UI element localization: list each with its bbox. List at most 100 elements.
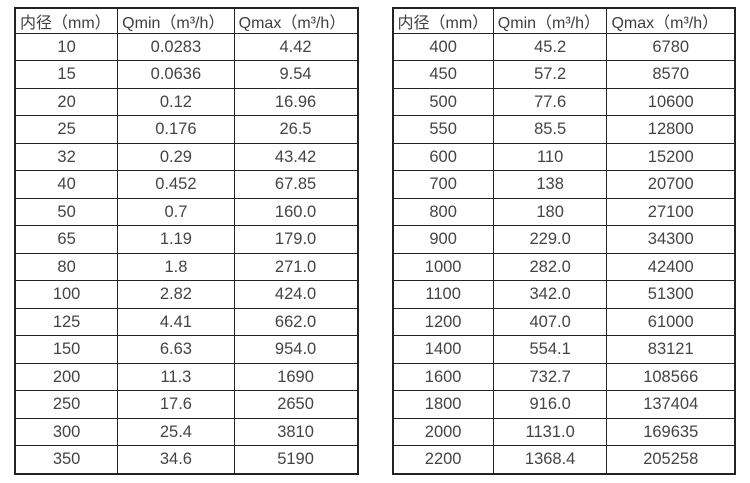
table-cell: 1000 <box>392 252 494 282</box>
table-cell: 9.54 <box>233 60 359 89</box>
table-row: 80 1.8 271.0 <box>14 252 359 282</box>
table-row: 100 2.82 424.0 <box>14 280 359 309</box>
header-inner-diameter: 内径（mm） <box>392 7 494 34</box>
header-qmax: Qmax（m³/h） <box>233 7 359 34</box>
table-cell: 83121 <box>606 335 736 364</box>
table-cell: 10600 <box>606 87 736 117</box>
table-row: 500 77.6 10600 <box>392 87 736 117</box>
table-row: 65 1.19 179.0 <box>14 225 359 254</box>
table-cell: 8570 <box>606 60 736 89</box>
table-cell: 407.0 <box>492 307 608 337</box>
table-cell: 61000 <box>606 307 736 337</box>
table-cell: 100 <box>14 280 119 309</box>
table-cell: 2200 <box>392 445 494 475</box>
table-cell: 137404 <box>606 390 736 419</box>
table-cell: 282.0 <box>492 252 608 282</box>
table-cell: 0.452 <box>117 170 235 199</box>
table-cell: 0.7 <box>117 197 235 227</box>
table-cell: 662.0 <box>233 307 359 337</box>
table-cell: 80 <box>14 252 119 282</box>
table-cell: 1690 <box>233 362 359 392</box>
table-cell: 1100 <box>392 280 494 309</box>
header-qmin: Qmin（m³/h） <box>492 7 608 34</box>
table-cell: 17.6 <box>117 390 235 419</box>
table-cell: 205258 <box>606 445 736 475</box>
table-row: 2200 1368.4 205258 <box>392 445 736 475</box>
table-row: 800 180 27100 <box>392 197 736 227</box>
table-cell: 42400 <box>606 252 736 282</box>
table-cell: 424.0 <box>233 280 359 309</box>
table-row: 1800 916.0 137404 <box>392 390 736 419</box>
table-cell: 1800 <box>392 390 494 419</box>
table-cell: 77.6 <box>492 87 608 117</box>
table-row: 250 17.6 2650 <box>14 390 359 419</box>
table-row: 600 110 15200 <box>392 142 736 172</box>
table-row: 450 57.2 8570 <box>392 60 736 89</box>
table-cell: 179.0 <box>233 225 359 254</box>
header-inner-diameter: 内径（mm） <box>14 7 119 34</box>
table-row: 1600 732.7 108566 <box>392 362 736 392</box>
table-cell: 169635 <box>606 417 736 447</box>
table-row: 550 85.5 12800 <box>392 115 736 144</box>
table-cell: 20700 <box>606 170 736 199</box>
table-row: 900 229.0 34300 <box>392 225 736 254</box>
table-cell: 150 <box>14 335 119 364</box>
table-row: 400 45.2 6780 <box>392 32 736 62</box>
table-cell: 26.5 <box>233 115 359 144</box>
table-cell: 0.29 <box>117 142 235 172</box>
table-row: 15 0.0636 9.54 <box>14 60 359 89</box>
flow-table-small-diameters: 内径（mm） Qmin（m³/h） Qmax（m³/h） 10 0.0283 4.4… <box>14 7 359 475</box>
table-cell: 0.176 <box>117 115 235 144</box>
table-cell: 20 <box>14 87 119 117</box>
table-cell: 800 <box>392 197 494 227</box>
table-cell: 916.0 <box>492 390 608 419</box>
table-row: 1000 282.0 42400 <box>392 252 736 282</box>
table-cell: 200 <box>14 362 119 392</box>
table-row: 2000 1131.0 169635 <box>392 417 736 447</box>
table-cell: 45.2 <box>492 32 608 62</box>
table-cell: 16.96 <box>233 87 359 117</box>
table-cell: 34.6 <box>117 445 235 475</box>
table-cell: 57.2 <box>492 60 608 89</box>
table-cell: 3810 <box>233 417 359 447</box>
table-cell: 450 <box>392 60 494 89</box>
header-row: 内径（mm） Qmin（m³/h） Qmax（m³/h） <box>392 7 736 34</box>
table-cell: 732.7 <box>492 362 608 392</box>
table-cell: 110 <box>492 142 608 172</box>
table-cell: 342.0 <box>492 280 608 309</box>
table-cell: 1131.0 <box>492 417 608 447</box>
table-body: 400 45.2 6780 450 57.2 8570 500 77.6 10600 550 85.… <box>392 32 736 475</box>
table-row: 700 138 20700 <box>392 170 736 199</box>
table-row: 20 0.12 16.96 <box>14 87 359 117</box>
table-row: 1100 342.0 51300 <box>392 280 736 309</box>
table-cell: 1.8 <box>117 252 235 282</box>
table-cell: 10 <box>14 32 119 62</box>
table-cell: 5190 <box>233 445 359 475</box>
header-qmax: Qmax（m³/h） <box>606 7 736 34</box>
table-cell: 2650 <box>233 390 359 419</box>
table-cell: 50 <box>14 197 119 227</box>
table-cell: 954.0 <box>233 335 359 364</box>
table-row: 150 6.63 954.0 <box>14 335 359 364</box>
table-cell: 550 <box>392 115 494 144</box>
table-cell: 125 <box>14 307 119 337</box>
table-cell: 350 <box>14 445 119 475</box>
table-row: 300 25.4 3810 <box>14 417 359 447</box>
table-cell: 15 <box>14 60 119 89</box>
table-cell: 300 <box>14 417 119 447</box>
table-row: 32 0.29 43.42 <box>14 142 359 172</box>
table-cell: 138 <box>492 170 608 199</box>
table-cell: 180 <box>492 197 608 227</box>
header-qmin: Qmin（m³/h） <box>117 7 235 34</box>
table-row: 1400 554.1 83121 <box>392 335 736 364</box>
table-cell: 25.4 <box>117 417 235 447</box>
flow-table-large-diameters: 内径（mm） Qmin（m³/h） Qmax（m³/h） 400 45.2 6780… <box>391 7 736 475</box>
table-cell: 32 <box>14 142 119 172</box>
table-cell: 271.0 <box>233 252 359 282</box>
table-cell: 0.0636 <box>117 60 235 89</box>
table-cell: 6.63 <box>117 335 235 364</box>
table-cell: 2.82 <box>117 280 235 309</box>
table-row: 25 0.176 26.5 <box>14 115 359 144</box>
table-cell: 108566 <box>606 362 736 392</box>
